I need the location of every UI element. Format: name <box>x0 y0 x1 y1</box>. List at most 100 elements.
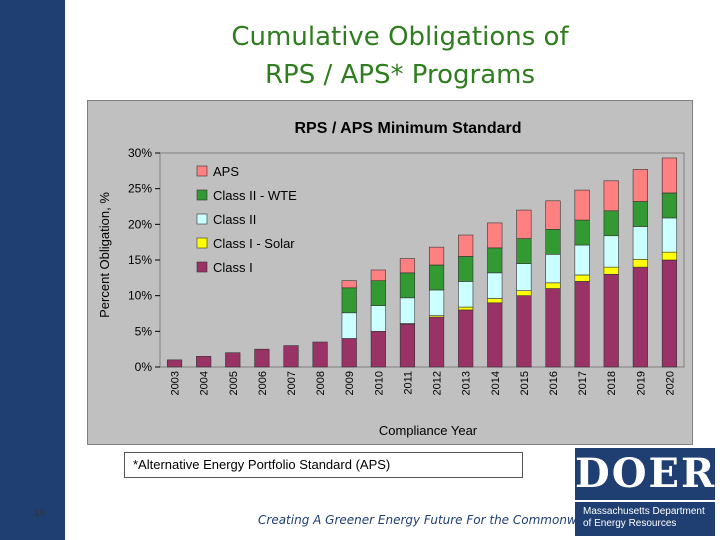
bar-segment-class-i-2017 <box>574 281 590 368</box>
bar-segment-aps-2018 <box>603 180 619 212</box>
bar-segment-class-ii-2019 <box>632 226 648 260</box>
bar-segment-class-i-2006 <box>254 348 270 368</box>
y-tick-label: 20% <box>128 217 152 231</box>
bar-segment-class-ii-wte-2020 <box>661 192 678 219</box>
bar-segment-class-ii-wte-2017 <box>574 219 590 246</box>
x-tick-label: 2015 <box>519 371 531 395</box>
bar-segment-class-i-solar-2015 <box>516 290 532 296</box>
x-tick-label: 2013 <box>461 371 473 395</box>
bar-segment-class-ii-2013 <box>458 281 474 308</box>
bar-segment-class-ii-wte-2016 <box>545 229 561 255</box>
bar-segment-class-i-2020 <box>661 259 678 368</box>
tagline: Creating A Greener Energy Future For the… <box>258 513 608 527</box>
y-tick-label: 10% <box>128 289 152 303</box>
x-axis-ticks: 2003 2004 2005 2006 2007 2008 2009 2010 2011 2012… <box>170 371 677 395</box>
bar-segment-aps-2017 <box>574 189 590 221</box>
legend-swatch <box>196 213 208 225</box>
x-tick-label: 2005 <box>228 371 240 395</box>
bar-segment-aps-2014 <box>487 222 503 249</box>
x-tick-label: 2009 <box>344 371 356 395</box>
bar-segment-class-ii-wte-2012 <box>428 264 445 291</box>
bar-segment-class-i-2003 <box>166 359 183 368</box>
bar-segment-class-i-2015 <box>516 295 532 368</box>
x-tick-label: 2003 <box>170 371 182 395</box>
bar-segment-aps-2009 <box>341 280 357 289</box>
bar-segment-class-ii-wte-2015 <box>516 238 532 264</box>
legend-swatch <box>196 261 208 273</box>
x-tick-label: 2006 <box>257 371 269 395</box>
bar-segment-aps-2019 <box>632 169 648 202</box>
x-tick-label: 2008 <box>315 371 327 395</box>
x-tick-label: 2010 <box>373 371 385 395</box>
y-axis-ticks: 0% 5% 10% 15% 20% 25% 30% <box>128 146 160 374</box>
x-tick-label: 2004 <box>199 371 211 395</box>
bar-segment-class-ii-wte-2013 <box>458 256 474 282</box>
y-tick-label: 25% <box>128 182 152 196</box>
bar-segment-class-ii-2018 <box>603 235 619 268</box>
legend-label: Class I <box>213 260 253 275</box>
bar-segment-aps-2010 <box>370 269 386 281</box>
bar-segment-class-i-2014 <box>487 302 503 368</box>
page-number: 19 <box>34 508 46 519</box>
legend-label: APS <box>213 164 239 179</box>
y-tick-label: 0% <box>135 360 153 374</box>
bar-segment-class-i-solar-2016 <box>545 282 561 289</box>
x-tick-label: 2012 <box>432 371 444 395</box>
y-tick-label: 15% <box>128 253 152 267</box>
bar-segment-class-i-2016 <box>545 288 561 368</box>
doer-logo-mark: DOER <box>575 448 715 500</box>
bar-segment-class-ii-wte-2009 <box>341 287 357 314</box>
legend-swatch <box>196 189 208 201</box>
legend-swatch <box>196 237 208 249</box>
bar-segment-class-ii-2017 <box>574 244 590 276</box>
bar-segment-aps-2011 <box>399 258 416 274</box>
left-sidebar-band <box>0 0 65 540</box>
bar-segment-class-ii-2009 <box>341 312 357 339</box>
bar-segment-class-ii-wte-2011 <box>399 272 416 299</box>
doer-logo: DOER Massachusetts Department of Energy … <box>575 448 715 536</box>
bar-segment-class-i-2012 <box>428 316 445 368</box>
plot-area <box>159 152 685 368</box>
y-tick-label: 5% <box>135 324 153 338</box>
legend-swatch <box>196 165 208 177</box>
x-tick-label: 2016 <box>548 371 560 395</box>
chart-legend: APS Class II - WTE Class II Class I - Solar… <box>196 164 297 275</box>
bar-segment-aps-2015 <box>516 209 532 239</box>
bar-segment-class-i-2004 <box>196 355 212 368</box>
bar-segment-class-ii-2010 <box>370 305 386 332</box>
bar-segment-class-ii-2015 <box>516 263 532 291</box>
legend-label: Class I - Solar <box>213 236 295 251</box>
bar-segment-class-i-2010 <box>370 331 386 368</box>
bar-segment-class-i-2009 <box>341 338 357 368</box>
x-axis-label: Compliance Year <box>379 423 478 438</box>
bar-segment-class-ii-wte-2019 <box>632 201 648 227</box>
bar-segment-class-i-2019 <box>632 266 648 368</box>
bar-segment-class-i-2008 <box>312 341 328 368</box>
stacked-bar-chart: RPS / APS Minimum Standard Percent Oblig… <box>97 120 685 438</box>
chart-title: RPS / APS Minimum Standard <box>295 120 522 137</box>
bar-segment-class-i-2005 <box>225 352 241 368</box>
bar-segment-class-i-solar-2019 <box>632 258 648 268</box>
bar-series <box>166 157 678 368</box>
x-tick-label: 2017 <box>577 371 589 395</box>
slide-title: Cumulative Obligations of RPS / APS* Pro… <box>150 18 650 94</box>
bar-segment-class-i-solar-2020 <box>661 251 678 261</box>
aps-footnote: *Alternative Energy Portfolio Standard (… <box>124 452 523 478</box>
x-tick-label: 2019 <box>635 371 647 395</box>
bar-segment-class-i-2007 <box>283 345 299 368</box>
doer-logo-text: Massachusetts Department of Energy Resou… <box>575 500 715 536</box>
bar-segment-class-ii-2016 <box>545 253 561 284</box>
x-tick-label: 2014 <box>490 371 502 395</box>
bar-segment-class-ii-2011 <box>399 297 416 324</box>
legend-label: Class II <box>213 212 256 227</box>
y-tick-label: 30% <box>128 146 152 160</box>
bar-segment-class-i-2013 <box>458 309 474 368</box>
x-tick-label: 2007 <box>286 371 298 395</box>
bar-segment-aps-2020 <box>661 157 678 194</box>
slide-title-line-2: RPS / APS* Programs <box>264 60 536 90</box>
slide-title-line-1: Cumulative Obligations of <box>231 22 569 52</box>
bar-segment-class-i-2018 <box>603 273 619 368</box>
bar-segment-class-i-solar-2013 <box>458 306 474 311</box>
doer-logo-line-1: Massachusetts Department <box>583 506 705 517</box>
bar-segment-class-ii-wte-2010 <box>370 280 386 306</box>
